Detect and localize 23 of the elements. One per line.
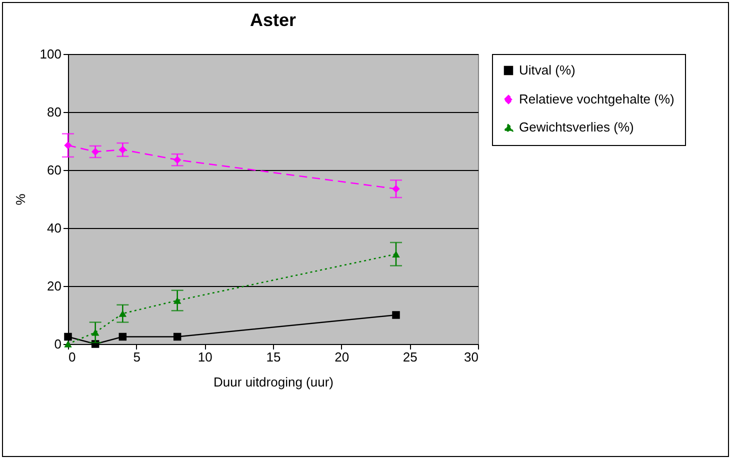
x-tick-label: 30 [464,350,478,364]
y-axis-title: % [12,193,28,206]
point [118,332,127,341]
legend-label: Uitval (%) [519,62,576,78]
x-tick-label: 5 [133,350,140,364]
x-axis-title: Duur uitdroging (uur) [214,374,334,390]
y-tick-label: 100 [40,46,62,62]
legend-label: Gewichtsverlies (%) [519,120,634,134]
point [64,332,72,341]
y-tick-label: 20 [47,278,62,294]
x-tick-label: 0 [68,350,76,364]
y-tick-label: 60 [47,162,62,178]
legend-label: Relatieve vochtgehalte (%) [519,92,674,106]
x-tick-label: 15 [266,350,281,364]
x-tick-label: 20 [334,350,350,364]
point [173,332,182,341]
y-tick-label: 40 [47,220,62,236]
y-tick-label: 80 [47,104,62,120]
x-tick-label: 10 [198,350,212,364]
chart-title: Aster [250,10,296,30]
x-tick-label: 25 [402,350,418,364]
y-tick-label: 0 [54,336,62,352]
point [392,311,400,319]
